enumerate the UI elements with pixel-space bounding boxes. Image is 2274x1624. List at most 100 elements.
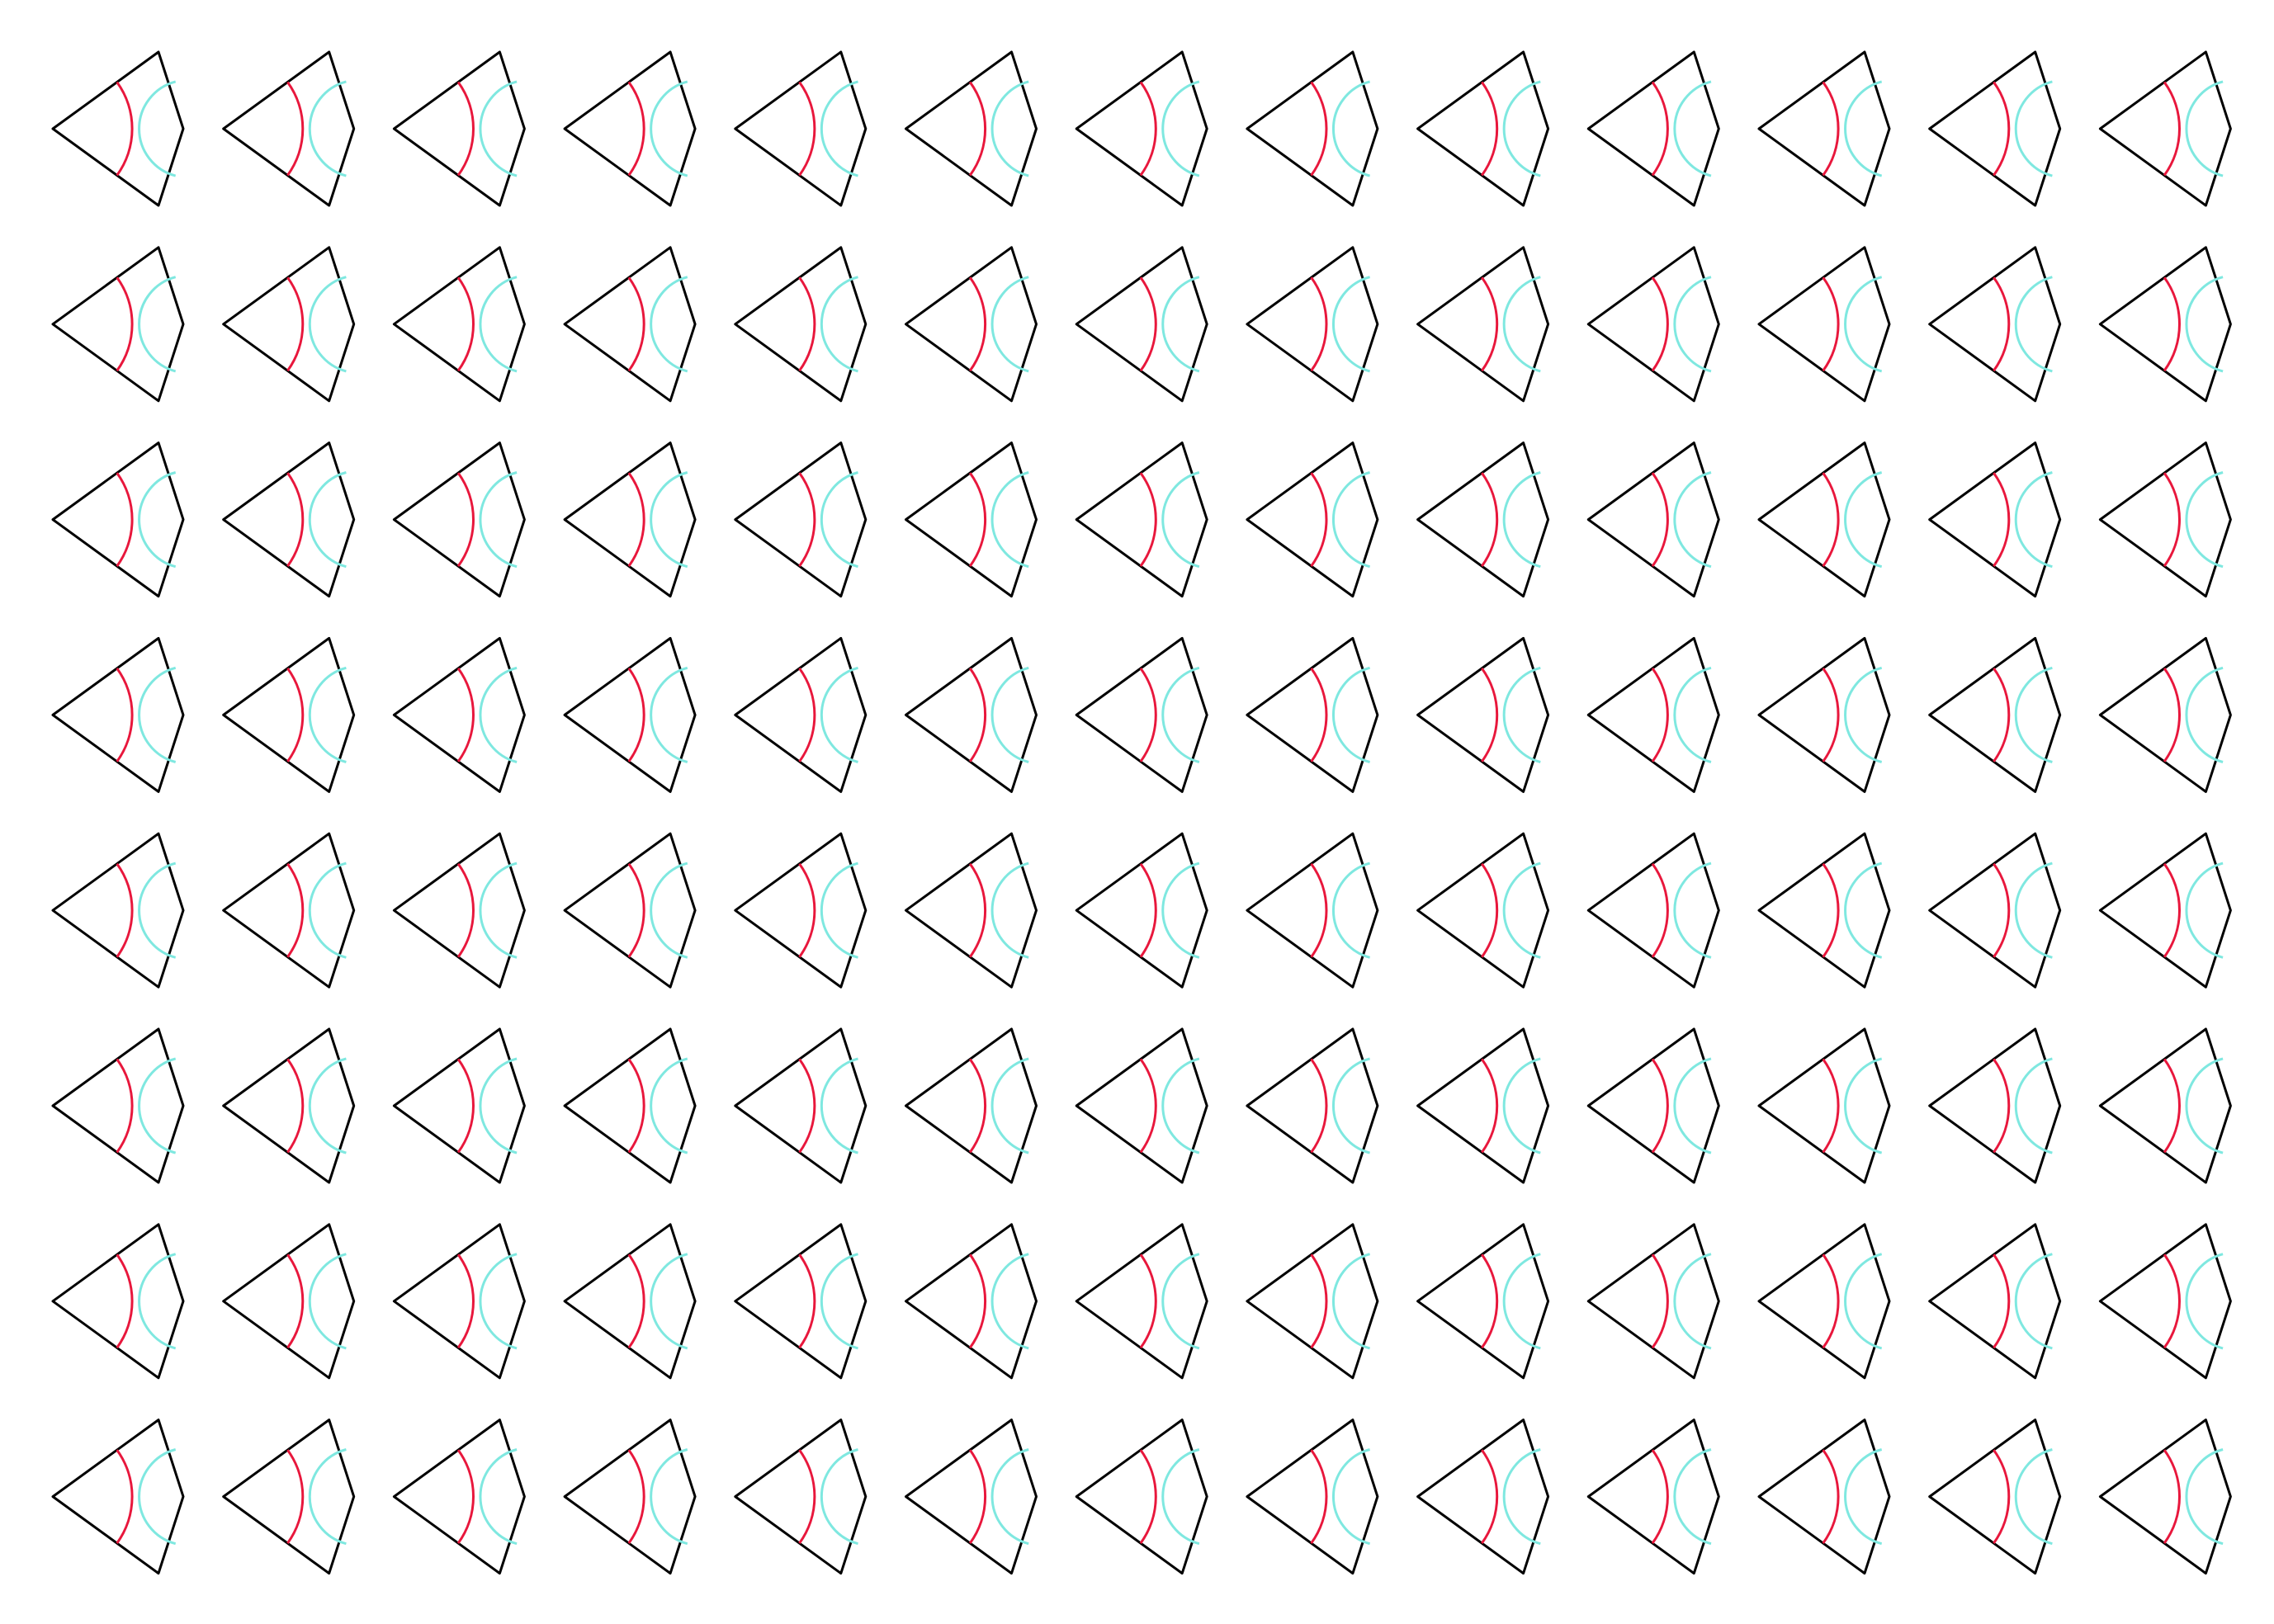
kite-tile <box>905 441 1038 598</box>
kite-tile <box>222 1223 356 1380</box>
kite-tile <box>392 1419 526 1575</box>
kite-tile <box>905 832 1038 989</box>
kite-tile <box>1586 1223 1720 1380</box>
kite-tile <box>563 50 697 207</box>
kite-tile <box>563 441 697 598</box>
kite-tile <box>1416 636 1550 793</box>
kite-tile <box>51 1419 185 1575</box>
kite-tile <box>1757 246 1891 403</box>
kite-tile <box>2098 636 2232 793</box>
kite-tile <box>1757 1419 1891 1575</box>
kite-tile <box>734 832 868 989</box>
kite-tile <box>1075 441 1208 598</box>
kite-tile <box>563 1419 697 1575</box>
kite-tile <box>1757 1027 1891 1184</box>
kite-tile <box>1757 1223 1891 1380</box>
kite-tile <box>392 246 526 403</box>
kite-tile <box>905 1419 1038 1575</box>
kite-tile <box>563 246 697 403</box>
kite-tile <box>1586 636 1720 793</box>
kite-tile <box>1075 1223 1208 1380</box>
kite-tile <box>222 246 356 403</box>
kite-tile <box>2098 832 2232 989</box>
kite-tile <box>1075 1419 1208 1575</box>
kite-tile <box>1757 636 1891 793</box>
kite-tile <box>392 1027 526 1184</box>
kite-tile <box>2098 246 2232 403</box>
kite-tile <box>1416 832 1550 989</box>
kite-tile <box>392 1223 526 1380</box>
kite-tile <box>1416 1223 1550 1380</box>
kite-tile <box>734 636 868 793</box>
kite-tile <box>392 636 526 793</box>
kite-tile <box>1928 636 2062 793</box>
kite-tile <box>734 1419 868 1575</box>
kite-tile <box>1586 441 1720 598</box>
kite-tile <box>1928 1027 2062 1184</box>
kite-tile <box>51 246 185 403</box>
kite-tile <box>222 441 356 598</box>
kite-tile <box>734 441 868 598</box>
kite-tile <box>1928 832 2062 989</box>
kite-tile <box>1246 832 1379 989</box>
kite-tile <box>734 246 868 403</box>
kite-tile <box>734 1223 868 1380</box>
kite-tile <box>1246 1223 1379 1380</box>
kite-tile <box>734 50 868 207</box>
kite-tile <box>1246 50 1379 207</box>
kite-tile <box>1928 1419 2062 1575</box>
kite-tile <box>1246 441 1379 598</box>
kite-tile <box>1246 246 1379 403</box>
kite-tile <box>392 441 526 598</box>
tile-grid <box>51 50 2232 1575</box>
kite-tile <box>51 50 185 207</box>
kite-tile <box>392 832 526 989</box>
kite-tile <box>1928 246 2062 403</box>
kite-tile <box>1757 832 1891 989</box>
kite-tile <box>1928 1223 2062 1380</box>
kite-tile <box>2098 1419 2232 1575</box>
kite-tile <box>1075 636 1208 793</box>
kite-tile <box>905 50 1038 207</box>
kite-tile <box>1416 1027 1550 1184</box>
kite-tile <box>563 1027 697 1184</box>
kite-tile <box>905 636 1038 793</box>
kite-tile <box>563 1223 697 1380</box>
kite-tile <box>51 1027 185 1184</box>
kite-tile <box>1416 50 1550 207</box>
kite-tile <box>51 832 185 989</box>
kite-tile <box>1416 441 1550 598</box>
kite-tile <box>2098 1027 2232 1184</box>
kite-tile <box>905 1027 1038 1184</box>
kite-tile <box>2098 441 2232 598</box>
kite-tile <box>1075 50 1208 207</box>
kite-tile <box>1416 246 1550 403</box>
kite-tile <box>222 50 356 207</box>
kite-tile <box>563 636 697 793</box>
kite-tile <box>222 636 356 793</box>
kite-tile <box>1928 50 2062 207</box>
kite-tile <box>51 636 185 793</box>
kite-tile <box>222 1419 356 1575</box>
kite-tile <box>1416 1419 1550 1575</box>
kite-tile <box>1075 246 1208 403</box>
kite-tile <box>1757 50 1891 207</box>
kite-tile <box>905 246 1038 403</box>
kite-tile <box>1075 1027 1208 1184</box>
kite-tile <box>2098 1223 2232 1380</box>
kite-tile <box>1757 441 1891 598</box>
kite-tile <box>1246 636 1379 793</box>
kite-tile <box>1586 1419 1720 1575</box>
kite-tile <box>905 1223 1038 1380</box>
kite-tile <box>222 832 356 989</box>
kite-tile <box>1246 1419 1379 1575</box>
kite-tile <box>392 50 526 207</box>
kite-tile <box>563 832 697 989</box>
kite-tile <box>1586 832 1720 989</box>
kite-tile <box>1246 1027 1379 1184</box>
kite-tile <box>2098 50 2232 207</box>
kite-tile <box>734 1027 868 1184</box>
kite-tile <box>1928 441 2062 598</box>
kite-tile <box>51 1223 185 1380</box>
